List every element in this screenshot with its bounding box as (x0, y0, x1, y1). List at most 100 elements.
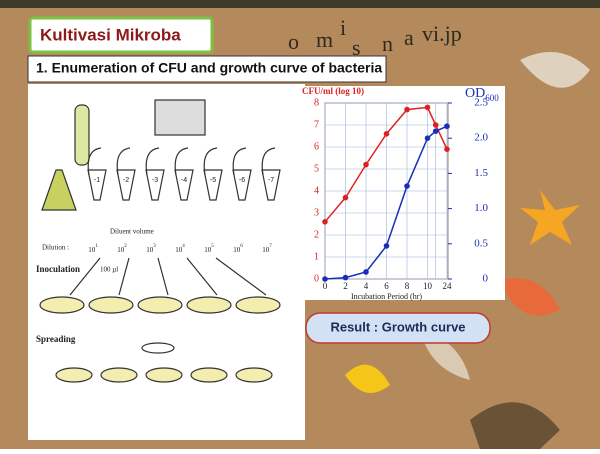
data-point (444, 123, 450, 130)
top-band (0, 0, 600, 8)
arrow (69, 257, 101, 296)
plate (186, 296, 232, 314)
dilution-base: 10 (88, 246, 96, 254)
diluent-label: Diluent volume (110, 228, 154, 236)
flask (41, 169, 77, 211)
tube-label: -3 (152, 177, 158, 184)
tube-label: -7 (268, 177, 274, 184)
tube (174, 169, 194, 201)
dilution-exp: 3 (153, 244, 156, 249)
data-point (363, 161, 369, 168)
dilution-exp: 2 (124, 244, 127, 249)
pipette (232, 147, 247, 176)
y2-tick-label: 0 (483, 273, 489, 285)
tube (145, 169, 165, 201)
x-tick-label: 0 (323, 281, 328, 291)
dilution-exp: 4 (182, 244, 185, 249)
x-tick-label: 24 (442, 281, 452, 291)
data-point (322, 276, 328, 282)
data-point (363, 269, 369, 275)
data-point (383, 131, 390, 137)
pipette (116, 147, 131, 176)
data-point (322, 219, 328, 225)
title-box (28, 16, 214, 54)
data-point (404, 106, 410, 113)
x-tick-label: 2 (343, 281, 348, 291)
data-point (444, 146, 450, 152)
tube (116, 169, 136, 201)
dilution-base: 10 (146, 246, 154, 254)
tube-label: -1 (94, 177, 100, 184)
watermark: m (316, 27, 333, 52)
tube-label: -2 (123, 177, 129, 184)
data-point (404, 183, 410, 189)
y-tick-label: 8 (314, 97, 319, 108)
plate (55, 367, 93, 383)
dilution: 101 (88, 244, 98, 253)
plate-lid (141, 342, 175, 354)
leaf (520, 52, 590, 88)
data-point (424, 104, 431, 111)
inoculation-label: Inoculation (36, 264, 80, 274)
data-point (342, 274, 349, 281)
y-tick-label: 6 (314, 141, 319, 152)
dilution-base: 10 (233, 246, 241, 254)
dilution-base: 10 (204, 246, 212, 254)
dilution-label: Dilution : (42, 244, 69, 252)
tube (203, 169, 223, 201)
dilution-base: 10 (175, 246, 183, 254)
tube (261, 169, 281, 201)
watermark: s (352, 35, 361, 60)
watermark: i (340, 15, 346, 40)
y2-axis-label-sub: 600 (485, 93, 499, 103)
y-tick-label: 1 (314, 251, 319, 262)
pipettor (154, 99, 206, 136)
dilution-exp: 5 (211, 244, 214, 249)
x-tick-label: 8 (405, 281, 410, 291)
dilution: 103 (146, 244, 156, 253)
arrow (157, 257, 169, 296)
data-point (383, 243, 390, 249)
plate (235, 367, 273, 383)
watermark: vi.jp (422, 21, 462, 46)
x-axis-label: Incubation Period (hr) (351, 292, 422, 301)
diagram-panel (28, 84, 305, 440)
subtitle: 1. Enumeration of CFU and growth curve o… (36, 60, 382, 76)
dilution-base: 10 (117, 246, 125, 254)
y2-tick-label: 0.5 (474, 237, 488, 249)
subtitle-box (27, 55, 387, 83)
y2-tick-label: 2.5 (474, 97, 488, 109)
y-tick-label: 7 (314, 119, 319, 130)
plate (235, 296, 281, 314)
dilution: 107 (262, 244, 272, 253)
dilution: 102 (117, 244, 127, 253)
y-axis-label: CFU/ml (log 10) (302, 86, 364, 96)
watermark: o (288, 29, 299, 54)
pipette (87, 147, 102, 176)
data-point (424, 135, 431, 141)
data-point (432, 122, 439, 128)
y2-tick-label: 1.0 (474, 202, 488, 214)
tube-label: -5 (210, 177, 216, 184)
data-point (342, 194, 349, 201)
leaf (520, 190, 580, 245)
y-tick-label: 3 (314, 207, 319, 218)
tube-label: -4 (181, 177, 187, 184)
leaf (500, 278, 560, 316)
watermark: a (404, 25, 414, 50)
tube-label: -6 (239, 177, 245, 184)
pipette (261, 147, 276, 176)
x-tick-label: 6 (384, 281, 389, 291)
pipette (145, 147, 160, 176)
y2-tick-label: 1.5 (474, 167, 488, 179)
leaf (470, 402, 560, 449)
y2-axis-label: OD600 (465, 86, 499, 103)
dilution-exp: 6 (240, 244, 243, 249)
plate (39, 296, 85, 314)
result-box (305, 312, 491, 344)
spreading-label: Spreading (36, 334, 76, 344)
y-tick-label: 2 (314, 229, 319, 240)
dilution: 106 (233, 244, 243, 253)
dilution: 105 (204, 244, 214, 253)
